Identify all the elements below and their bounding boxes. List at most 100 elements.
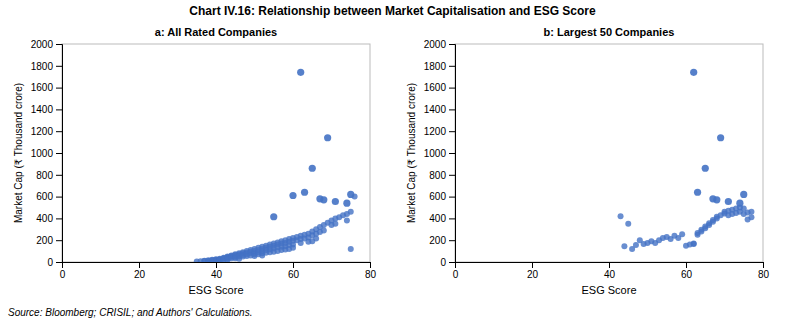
scatter-point [313, 236, 319, 242]
y-tick: 600 [36, 191, 62, 202]
outlier-points [690, 69, 747, 207]
x-tick-label: 20 [527, 269, 539, 280]
x-axis-title: ESG Score [188, 284, 243, 296]
panel: b: Largest 50 Companies 0 20 40 60 800 200 400 6… [406, 26, 769, 296]
y-tick-label: 1600 [31, 82, 54, 93]
y-tick-label: 200 [429, 235, 446, 246]
y-tick-mark [56, 88, 62, 89]
x-tick-label: 0 [60, 269, 66, 280]
scatter-point [309, 165, 316, 172]
y-tick-mark [449, 44, 455, 45]
outlier-points [270, 69, 354, 221]
y-tick-mark [56, 262, 62, 263]
y-tick: 600 [429, 191, 455, 202]
y-tick: 1200 [31, 126, 62, 137]
y-tick: 1600 [424, 82, 455, 93]
y-tick-label: 400 [429, 213, 446, 224]
scatter-point [702, 165, 709, 172]
x-tick: 0 [60, 262, 66, 280]
scatter-point [343, 200, 350, 207]
y-tick-mark [449, 218, 455, 219]
plot-frame [455, 44, 763, 262]
y-axis-line [56, 45, 63, 263]
x-axis-line [63, 263, 371, 269]
y-tick-label: 600 [36, 191, 53, 202]
y-tick-label: 1400 [31, 104, 54, 115]
x-tick-mark [532, 262, 533, 268]
y-tick-label: 1800 [31, 61, 54, 72]
x-tick-mark [686, 262, 687, 268]
y-tick: 200 [36, 235, 62, 246]
scatter-point [625, 221, 631, 227]
y-axis-title: Market Cap (₹ Thousand crore) [406, 83, 417, 223]
x-tick-mark [216, 262, 217, 268]
y-tick: 1000 [424, 148, 455, 159]
scatter-point [301, 189, 308, 196]
x-tick-mark [609, 262, 610, 268]
y-tick-label: 1600 [424, 82, 447, 93]
y-tick: 1200 [424, 126, 455, 137]
x-tick: 60 [288, 262, 300, 280]
panel-title: a: All Rated Companies [155, 26, 277, 38]
scatter-point [324, 134, 331, 141]
y-tick: 2000 [31, 39, 62, 50]
plot-frame [62, 44, 370, 262]
points [194, 69, 358, 262]
y-tick: 200 [429, 235, 455, 246]
x-tick: 20 [134, 262, 146, 280]
x-axis: 020406080 [453, 262, 770, 280]
y-tick-mark [449, 240, 455, 241]
y-tick: 1800 [424, 61, 455, 72]
source-note: Source: Bloomberg; CRISIL; and Authors' … [8, 307, 252, 318]
y-tick-mark [56, 66, 62, 67]
y-tick-label: 1000 [31, 148, 54, 159]
scatter-point [290, 245, 296, 251]
y-tick-label: 1200 [31, 126, 54, 137]
y-tick-label: 2000 [31, 39, 54, 50]
figure-title: Chart IV.16: Relationship between Market… [189, 4, 596, 18]
x-tick-label: 40 [211, 269, 223, 280]
scatter-point [690, 69, 697, 76]
x-tick: 20 [527, 262, 539, 280]
scatter-point [618, 213, 624, 219]
x-tick-label: 20 [134, 269, 146, 280]
scatter-point [344, 218, 350, 224]
scatter-point [691, 240, 697, 246]
chart-svg: Chart IV.16: Relationship between Market… [0, 0, 785, 322]
scatter-point [320, 196, 327, 203]
y-tick: 1400 [424, 104, 455, 115]
y-tick: 400 [429, 213, 455, 224]
x-tick-mark [370, 262, 371, 268]
x-axis-title: ESG Score [581, 284, 636, 296]
y-tick: 0 [47, 257, 62, 268]
panel-title: b: Largest 50 Companies [544, 26, 675, 38]
y-tick-label: 800 [429, 170, 446, 181]
scatter-point [289, 192, 296, 199]
y-tick-label: 200 [36, 235, 53, 246]
scatter-point [691, 241, 697, 247]
y-tick-mark [56, 175, 62, 176]
y-tick-mark [449, 197, 455, 198]
y-tick-mark [449, 153, 455, 154]
x-tick-label: 40 [604, 269, 616, 280]
y-tick-mark [56, 197, 62, 198]
y-tick: 2000 [424, 39, 455, 50]
y-tick: 0 [440, 257, 455, 268]
y-tick-label: 2000 [424, 39, 447, 50]
scatter-point [717, 134, 724, 141]
scatter-point [621, 243, 627, 249]
y-axis-line [449, 45, 456, 263]
y-axis: 0200400600800100012001400160018002000 [31, 39, 63, 268]
x-tick-mark [293, 262, 294, 268]
y-tick-label: 600 [429, 191, 446, 202]
scatter-point [633, 242, 639, 248]
scatter-point [736, 200, 743, 207]
x-tick-label: 80 [365, 269, 377, 280]
y-tick: 1000 [31, 148, 62, 159]
y-tick-mark [449, 131, 455, 132]
y-tick: 1800 [31, 61, 62, 72]
x-tick: 40 [604, 262, 616, 280]
x-tick-label: 60 [288, 269, 300, 280]
y-axis-title: Market Cap (₹ Thousand crore) [13, 83, 24, 223]
x-tick-label: 60 [681, 269, 693, 280]
